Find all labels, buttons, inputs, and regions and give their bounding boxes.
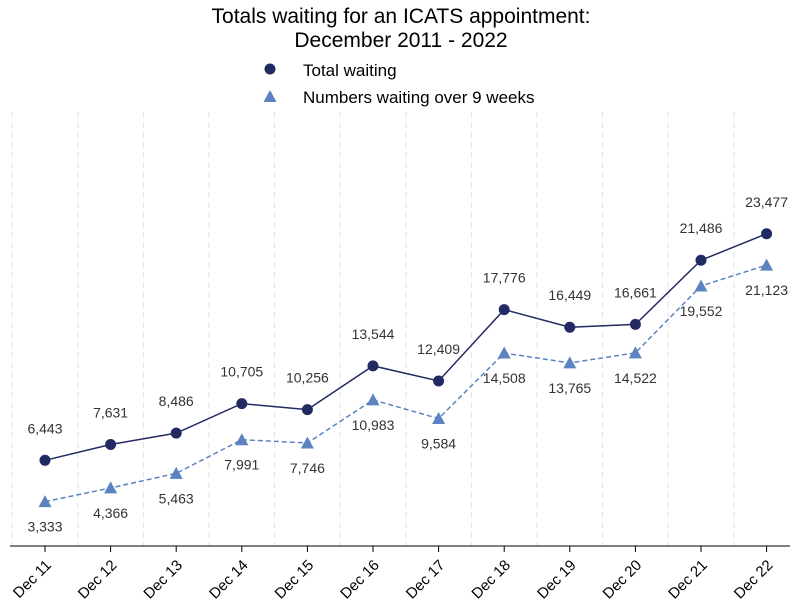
data-label: 9,584 [421, 436, 456, 452]
data-point [432, 412, 446, 425]
data-point [39, 454, 51, 466]
data-label: 16,661 [614, 284, 657, 300]
data-point [169, 466, 183, 479]
data-point [366, 393, 380, 406]
x-tick-label: Dec 12 [75, 557, 121, 603]
legend-over-9-weeks-label: Numbers waiting over 9 weeks [303, 88, 534, 107]
series-total-waiting: 6,443 7,631 8,486 10,705 10,256 13,544 12,409 1… [27, 194, 788, 466]
data-point [563, 356, 577, 369]
data-label: 6,443 [27, 420, 62, 436]
data-point [564, 321, 576, 333]
data-point [38, 495, 52, 508]
data-label: 10,256 [286, 370, 329, 386]
x-tick-label: Dec 22 [731, 557, 777, 603]
data-point [629, 318, 641, 330]
data-point [300, 436, 314, 449]
data-label: 19,552 [680, 303, 723, 319]
data-point [433, 375, 445, 387]
data-point [498, 304, 510, 316]
data-label: 4,366 [93, 505, 128, 521]
data-label: 13,765 [548, 380, 591, 396]
x-tick-label: Dec 15 [272, 557, 318, 603]
data-label: 7,631 [93, 405, 128, 421]
data-label: 21,486 [680, 220, 723, 236]
data-point [236, 398, 248, 410]
data-point [628, 346, 642, 359]
legend-total-waiting-marker [264, 63, 276, 75]
x-tick-label: Dec 11 [10, 557, 55, 602]
chart-title-line-2: December 2011 - 2022 [294, 29, 507, 52]
data-point [105, 439, 117, 451]
x-tick-label: Dec 19 [534, 557, 580, 603]
data-point [694, 279, 708, 292]
legend-over-9-weeks-marker [263, 90, 277, 102]
series-layer: 6,443 7,631 8,486 10,705 10,256 13,544 12,409 1… [27, 194, 788, 535]
x-tick-label: Dec 20 [600, 557, 646, 603]
x-tick-label: Dec 18 [468, 557, 514, 603]
data-label: 3,333 [27, 519, 62, 535]
data-point [301, 404, 313, 416]
data-label: 13,544 [352, 326, 395, 342]
data-label: 10,983 [352, 417, 395, 433]
data-label: 5,463 [159, 490, 194, 506]
x-tick-label: Dec 16 [337, 557, 383, 603]
chart-title-line-1: Totals waiting for an ICATS appointment: [212, 5, 591, 28]
data-label: 7,746 [290, 460, 325, 476]
data-label: 10,705 [220, 364, 263, 380]
data-point [695, 254, 707, 266]
data-point [497, 346, 511, 359]
data-point [235, 433, 249, 446]
x-tick-label: Dec 13 [140, 557, 186, 603]
series-over-9-weeks: 3,333 4,366 5,463 7,991 7,746 10,983 9,584 14,5… [27, 258, 788, 535]
data-label: 8,486 [159, 393, 194, 409]
data-point [760, 258, 774, 271]
legend: Total waiting Numbers waiting over 9 wee… [263, 61, 534, 107]
x-tick-label: Dec 17 [403, 557, 449, 603]
data-point [367, 360, 379, 372]
data-label: 16,449 [548, 287, 591, 303]
data-label: 7,991 [224, 457, 259, 473]
data-label: 17,776 [483, 270, 526, 286]
data-label: 21,123 [745, 282, 788, 298]
series-line [44, 233, 767, 462]
x-tick-layer: Dec 11 Dec 12 Dec 13 Dec 14 Dec 15 Dec 16 Dec … [10, 546, 776, 602]
series-line [44, 264, 767, 503]
data-point [761, 228, 773, 240]
grid-layer [11, 112, 735, 546]
data-label: 14,508 [483, 370, 526, 386]
x-tick-label: Dec 21 [665, 557, 711, 603]
data-label: 14,522 [614, 370, 657, 386]
data-label: 12,409 [417, 341, 460, 357]
data-point [104, 481, 118, 494]
legend-total-waiting-label: Total waiting [303, 61, 397, 80]
data-label: 23,477 [745, 194, 788, 210]
data-point [170, 427, 182, 439]
x-tick-label: Dec 14 [206, 557, 252, 603]
